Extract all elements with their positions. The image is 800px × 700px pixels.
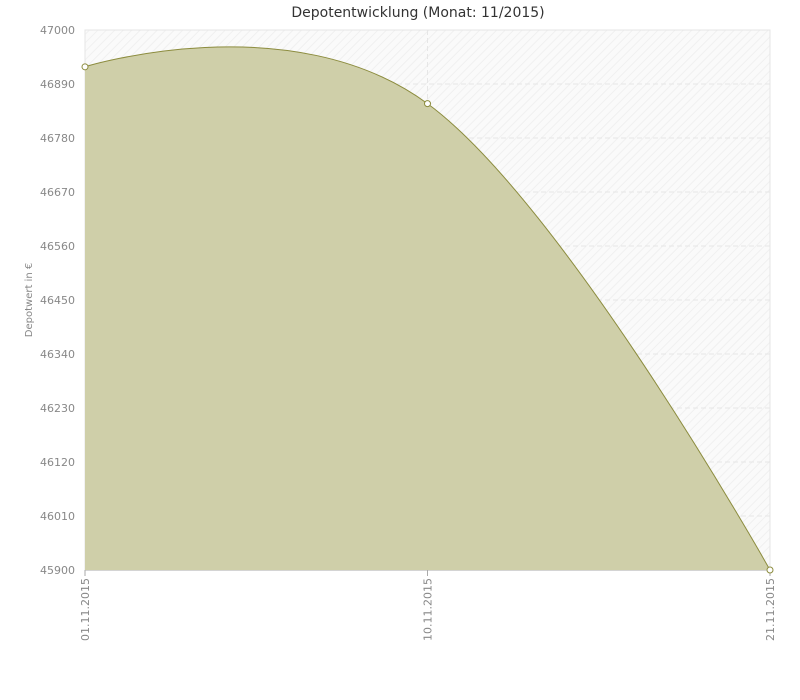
y-tick-label: 46230 bbox=[40, 402, 75, 415]
point-marker bbox=[424, 100, 431, 108]
x-tick-label: 01.11.2015 bbox=[79, 578, 92, 641]
point-marker bbox=[81, 63, 89, 71]
x-tick-label: 21.11.2015 bbox=[764, 578, 777, 641]
y-tick-label: 46780 bbox=[40, 132, 75, 145]
y-tick-label: 47000 bbox=[40, 24, 75, 37]
y-tick-label: 45900 bbox=[40, 564, 75, 577]
y-tick-label: 46670 bbox=[40, 186, 75, 199]
area-line bbox=[84, 46, 771, 571]
y-tick-label: 46010 bbox=[40, 510, 75, 523]
y-tick-label: 46120 bbox=[40, 456, 75, 469]
x-tick-label: 10.11.2015 bbox=[422, 578, 435, 641]
area-fill bbox=[85, 46, 770, 571]
y-axis-title: Depotwert in € bbox=[24, 263, 35, 337]
point-marker bbox=[766, 566, 774, 574]
chart-title: Depotentwicklung (Monat: 11/2015) bbox=[291, 5, 544, 21]
y-tick-label: 46560 bbox=[40, 240, 75, 253]
y-tick-label: 46340 bbox=[40, 348, 75, 361]
y-tick-label: 46450 bbox=[40, 294, 75, 307]
y-tick-label: 46890 bbox=[40, 78, 75, 91]
